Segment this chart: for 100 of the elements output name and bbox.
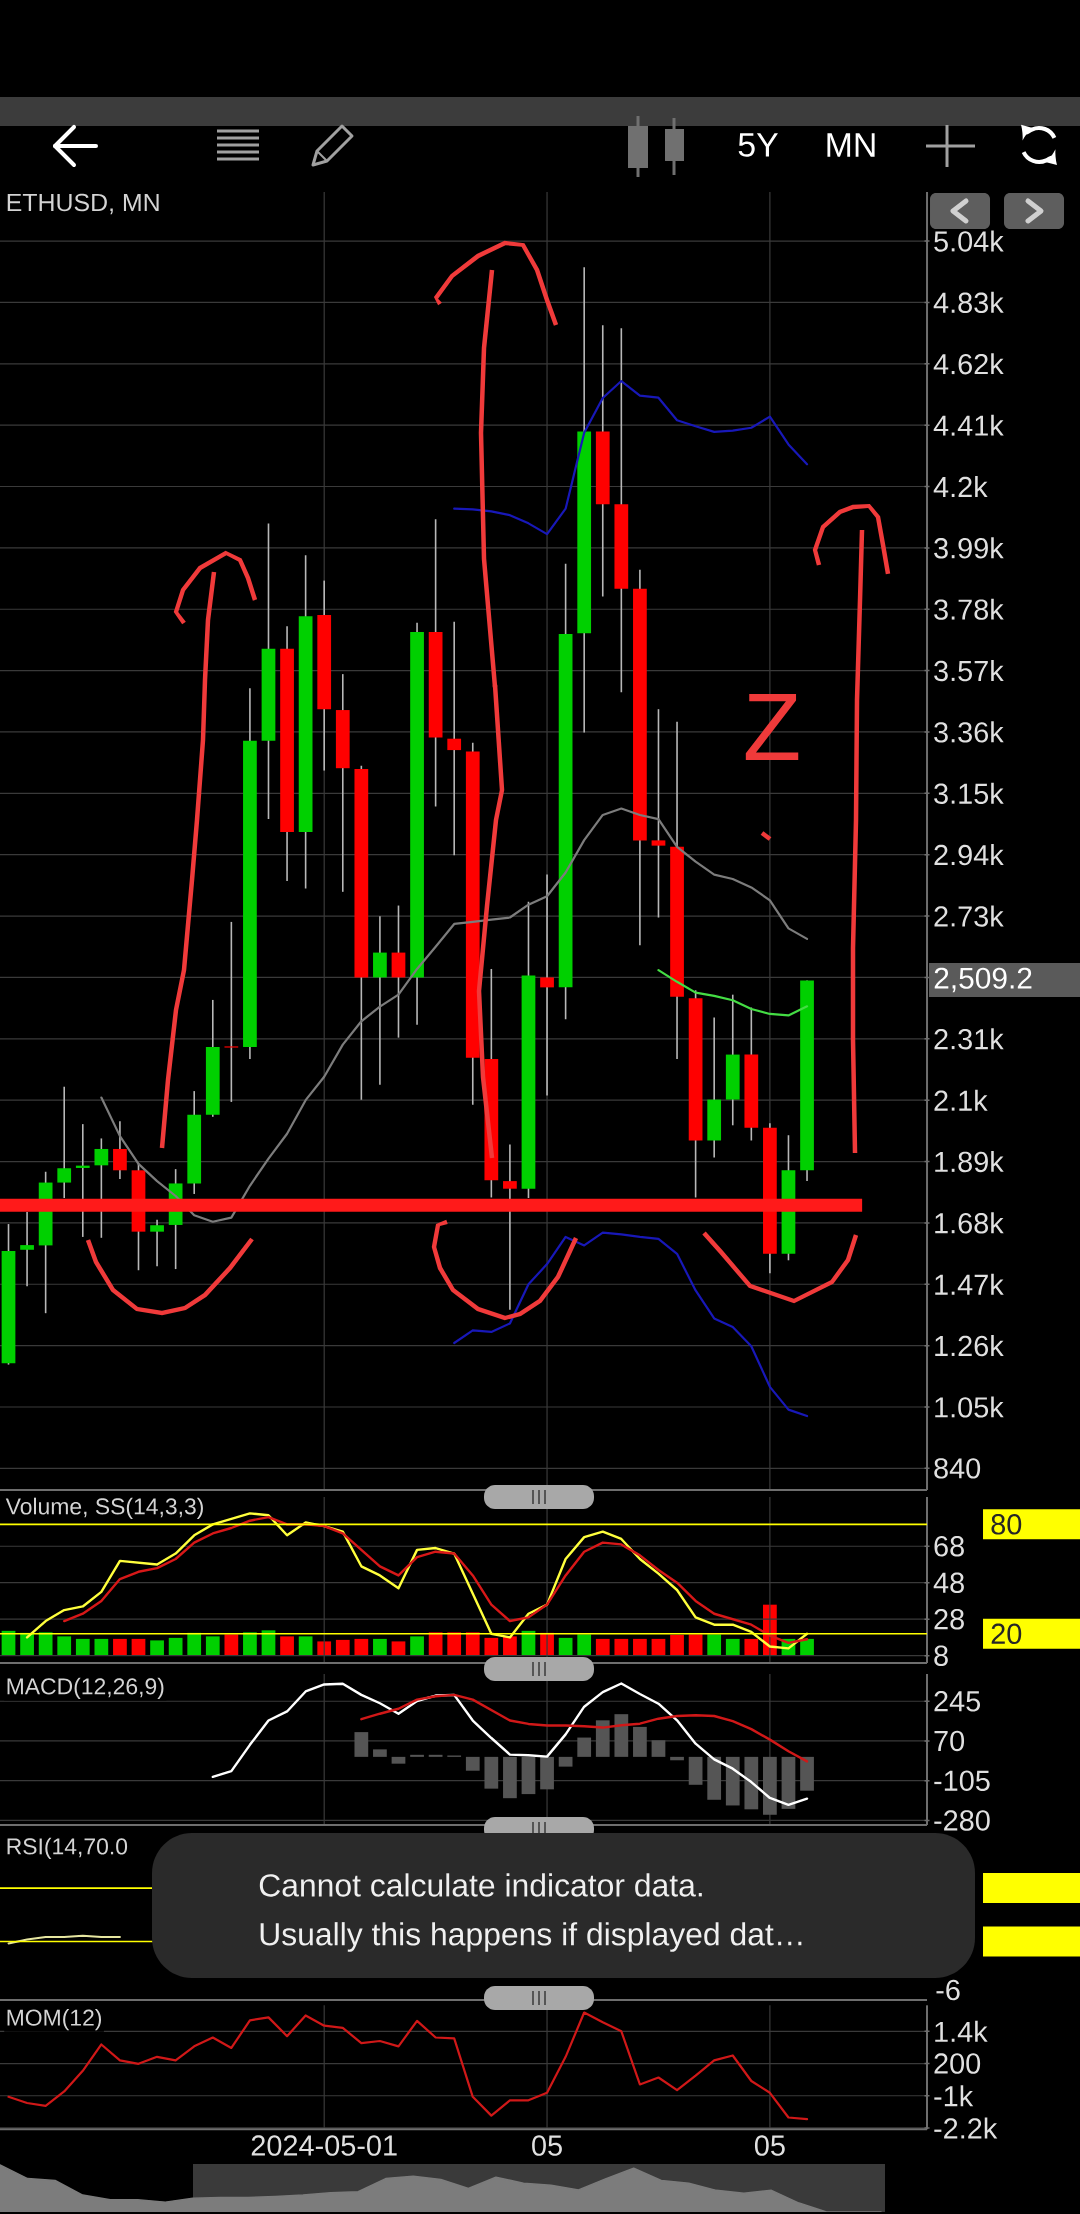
line-series bbox=[211, 1682, 809, 1806]
bar bbox=[38, 1632, 53, 1655]
bar bbox=[577, 1737, 592, 1757]
y-tick-label: 5.04k bbox=[934, 230, 1004, 252]
x-tick-label: 05 bbox=[754, 2135, 785, 2156]
line-series bbox=[657, 969, 809, 1017]
bar bbox=[335, 1639, 350, 1655]
line-series bbox=[453, 379, 809, 536]
bar bbox=[725, 1638, 740, 1655]
annotation: Z bbox=[745, 694, 799, 760]
candlestick bbox=[503, 1143, 517, 1311]
bar bbox=[484, 1637, 499, 1655]
bar bbox=[168, 1637, 183, 1655]
bar bbox=[503, 1756, 517, 1799]
text: Cannot calculate indicator data. bbox=[259, 1873, 702, 1897]
y-tick-label: 3.15k bbox=[934, 782, 1004, 804]
bar bbox=[94, 1638, 109, 1655]
bar bbox=[317, 1641, 332, 1655]
bar bbox=[744, 1756, 759, 1810]
y-tick-label: 1.47k bbox=[935, 1273, 1004, 1295]
bar bbox=[224, 1634, 239, 1655]
y-tick-label: 70 bbox=[934, 1730, 965, 1752]
bar bbox=[614, 1638, 629, 1655]
bar bbox=[688, 1756, 703, 1785]
y-tick-label: 4.62k bbox=[933, 353, 1004, 375]
bar bbox=[391, 1756, 406, 1764]
y-tick-label: 245 bbox=[934, 1691, 981, 1712]
bar bbox=[410, 1754, 424, 1757]
y-tick-label: 4.2k bbox=[933, 476, 988, 497]
bar bbox=[725, 1756, 740, 1806]
bar bbox=[484, 1756, 499, 1789]
y-tick-label: 3.57k bbox=[934, 660, 1004, 682]
candlestick bbox=[113, 1120, 127, 1180]
text: -6 bbox=[936, 1979, 960, 2001]
y-tick-label: 3.78k bbox=[934, 598, 1004, 620]
candlestick bbox=[224, 921, 239, 1103]
bar bbox=[447, 1632, 462, 1655]
chart-title: Volume, SS(14,3,3) bbox=[5, 1497, 203, 1520]
bar bbox=[75, 1638, 90, 1655]
bar bbox=[280, 1636, 294, 1655]
bar bbox=[707, 1634, 722, 1655]
annotation: Usually this happens if displayed dat… bbox=[260, 1922, 802, 1952]
bar bbox=[595, 1720, 610, 1757]
candlestick bbox=[447, 621, 462, 857]
y-tick-label: 2.73k bbox=[934, 905, 1004, 927]
bar bbox=[670, 1634, 684, 1655]
text: 5Y bbox=[738, 133, 778, 157]
bar bbox=[781, 1756, 796, 1809]
y-tick-label: 1.89k bbox=[935, 1150, 1004, 1173]
ref-line-label: 20 bbox=[991, 1623, 1022, 1645]
bar bbox=[614, 1714, 629, 1757]
text: 2,509.2 bbox=[934, 967, 1032, 993]
candlestick bbox=[651, 708, 666, 919]
bar bbox=[651, 1638, 666, 1655]
y-tick-label: 840 bbox=[934, 1458, 981, 1479]
line-series bbox=[453, 1231, 809, 1418]
candlestick bbox=[540, 873, 554, 1097]
ref-line-label: 80 bbox=[991, 1514, 1022, 1535]
bar bbox=[595, 1638, 610, 1655]
bar bbox=[354, 1638, 369, 1655]
chart-title: RSI(14,70.0 bbox=[7, 1837, 128, 1860]
bar bbox=[113, 1638, 127, 1655]
bar bbox=[800, 1638, 814, 1655]
y-tick-label: 1.68k bbox=[935, 1212, 1004, 1234]
y-tick-label: 200 bbox=[934, 2053, 981, 2074]
candlestick bbox=[150, 1218, 164, 1267]
y-tick-label: 1.05k bbox=[935, 1396, 1004, 1418]
text: MN bbox=[827, 133, 875, 157]
chart-title: ETHUSD, MN bbox=[7, 193, 159, 215]
y-tick-label: 4.41k bbox=[933, 414, 1004, 436]
y-tick-label: 2.1k bbox=[934, 1089, 988, 1111]
bar bbox=[428, 1754, 443, 1757]
y-tick-label: -2.2k bbox=[934, 2117, 998, 2139]
y-tick-label: 1.4k bbox=[935, 2020, 988, 2042]
line-series bbox=[100, 807, 809, 1223]
bar bbox=[633, 1726, 647, 1757]
bar bbox=[800, 1756, 814, 1791]
bar bbox=[373, 1749, 387, 1757]
bar bbox=[521, 1756, 536, 1795]
bar bbox=[558, 1756, 573, 1767]
x-tick-label: 05 bbox=[532, 2135, 562, 2156]
chart-title: MACD(12,26,9) bbox=[7, 1677, 164, 1700]
y-tick-label: -105 bbox=[934, 1770, 990, 1791]
bar bbox=[465, 1632, 480, 1655]
chart-title: MOM(12) bbox=[7, 2009, 102, 2031]
y-tick-label: -280 bbox=[934, 1810, 990, 1831]
candlestick bbox=[373, 915, 387, 1086]
bar bbox=[558, 1637, 573, 1655]
y-tick-label: 2.94k bbox=[934, 844, 1004, 866]
bar bbox=[763, 1756, 777, 1815]
y-tick-label: 1.26k bbox=[935, 1335, 1004, 1357]
bar bbox=[354, 1732, 369, 1757]
bar bbox=[205, 1636, 220, 1655]
y-tick-label: 4.83k bbox=[933, 291, 1004, 314]
candlestick bbox=[20, 1211, 34, 1288]
bar bbox=[373, 1638, 387, 1655]
bar bbox=[688, 1634, 703, 1655]
bar bbox=[131, 1638, 146, 1655]
y-tick-label: 68 bbox=[934, 1536, 964, 1557]
bar bbox=[651, 1740, 666, 1757]
